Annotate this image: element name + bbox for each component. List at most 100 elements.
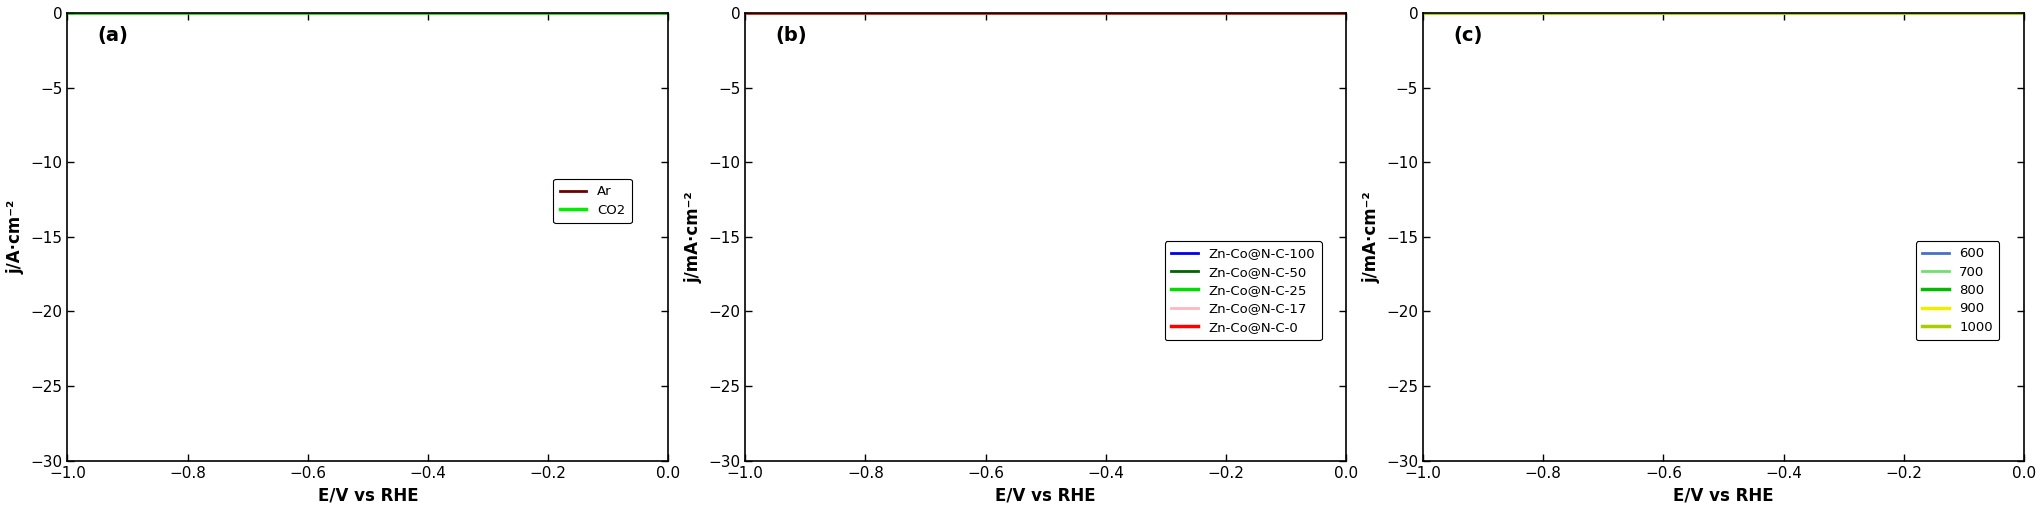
CO2 bbox=[349, 10, 374, 16]
Ar bbox=[642, 10, 666, 16]
CO2 bbox=[660, 10, 684, 16]
Zn-Co@N-C-0 bbox=[1011, 10, 1036, 16]
700 bbox=[1688, 10, 1712, 16]
1000 bbox=[1688, 10, 1712, 16]
Zn-Co@N-C-50 bbox=[764, 10, 789, 16]
900 bbox=[2014, 10, 2039, 16]
900 bbox=[1996, 10, 2021, 16]
Zn-Co@N-C-17 bbox=[1028, 10, 1052, 16]
900 bbox=[1704, 10, 1728, 16]
Zn-Co@N-C-100 bbox=[733, 10, 758, 16]
Zn-Co@N-C-0 bbox=[1320, 10, 1344, 16]
Zn-Co@N-C-50 bbox=[733, 10, 758, 16]
600 bbox=[1688, 10, 1712, 16]
800 bbox=[1442, 10, 1467, 16]
Zn-Co@N-C-50 bbox=[1028, 10, 1052, 16]
900 bbox=[1442, 10, 1467, 16]
Legend: Ar, CO2: Ar, CO2 bbox=[554, 179, 631, 223]
X-axis label: E/V vs RHE: E/V vs RHE bbox=[317, 486, 419, 504]
1000 bbox=[1412, 10, 1436, 16]
Zn-Co@N-C-100 bbox=[1320, 10, 1344, 16]
Legend: 600, 700, 800, 900, 1000: 600, 700, 800, 900, 1000 bbox=[1916, 241, 2000, 340]
Ar bbox=[642, 10, 666, 16]
1000 bbox=[2014, 10, 2039, 16]
Zn-Co@N-C-25 bbox=[1011, 10, 1036, 16]
900 bbox=[1998, 10, 2023, 16]
Zn-Co@N-C-100 bbox=[1209, 10, 1234, 16]
Ar bbox=[86, 10, 110, 16]
700 bbox=[1998, 10, 2023, 16]
800 bbox=[1704, 10, 1728, 16]
700 bbox=[1704, 10, 1728, 16]
Ar bbox=[660, 10, 684, 16]
Zn-Co@N-C-0 bbox=[1320, 10, 1344, 16]
800 bbox=[1996, 10, 2021, 16]
Legend: Zn-Co@N-C-100, Zn-Co@N-C-50, Zn-Co@N-C-25, Zn-Co@N-C-17, Zn-Co@N-C-0: Zn-Co@N-C-100, Zn-Co@N-C-50, Zn-Co@N-C-2… bbox=[1165, 241, 1322, 340]
600 bbox=[1886, 10, 1910, 16]
Zn-Co@N-C-50 bbox=[1209, 10, 1234, 16]
600 bbox=[1442, 10, 1467, 16]
Zn-Co@N-C-17 bbox=[1209, 10, 1234, 16]
Zn-Co@N-C-100 bbox=[1336, 10, 1361, 16]
Zn-Co@N-C-25 bbox=[1028, 10, 1052, 16]
Zn-Co@N-C-25 bbox=[1320, 10, 1344, 16]
Zn-Co@N-C-100 bbox=[1011, 10, 1036, 16]
900 bbox=[1886, 10, 1910, 16]
X-axis label: E/V vs RHE: E/V vs RHE bbox=[1673, 486, 1773, 504]
Zn-Co@N-C-100 bbox=[1028, 10, 1052, 16]
Zn-Co@N-C-50 bbox=[1336, 10, 1361, 16]
700 bbox=[2014, 10, 2039, 16]
Zn-Co@N-C-0 bbox=[733, 10, 758, 16]
Zn-Co@N-C-0 bbox=[1336, 10, 1361, 16]
700 bbox=[1442, 10, 1467, 16]
Zn-Co@N-C-0 bbox=[764, 10, 789, 16]
Ar bbox=[55, 10, 80, 16]
Y-axis label: j/mA·cm⁻²: j/mA·cm⁻² bbox=[684, 191, 703, 283]
Zn-Co@N-C-17 bbox=[764, 10, 789, 16]
CO2 bbox=[642, 10, 666, 16]
Text: (a): (a) bbox=[98, 27, 129, 45]
1000 bbox=[1998, 10, 2023, 16]
Zn-Co@N-C-17 bbox=[733, 10, 758, 16]
700 bbox=[1886, 10, 1910, 16]
800 bbox=[2014, 10, 2039, 16]
Zn-Co@N-C-50 bbox=[1011, 10, 1036, 16]
Ar bbox=[531, 10, 556, 16]
700 bbox=[1996, 10, 2021, 16]
600 bbox=[2014, 10, 2039, 16]
Ar bbox=[349, 10, 374, 16]
800 bbox=[1688, 10, 1712, 16]
CO2 bbox=[86, 10, 110, 16]
600 bbox=[1412, 10, 1436, 16]
Ar bbox=[333, 10, 358, 16]
900 bbox=[1688, 10, 1712, 16]
1000 bbox=[1886, 10, 1910, 16]
Zn-Co@N-C-17 bbox=[1320, 10, 1344, 16]
1000 bbox=[1996, 10, 2021, 16]
CO2 bbox=[55, 10, 80, 16]
Zn-Co@N-C-17 bbox=[1336, 10, 1361, 16]
Text: (b): (b) bbox=[774, 27, 807, 45]
800 bbox=[1412, 10, 1436, 16]
Y-axis label: j/mA·cm⁻²: j/mA·cm⁻² bbox=[1363, 191, 1381, 283]
Zn-Co@N-C-100 bbox=[1320, 10, 1344, 16]
800 bbox=[1998, 10, 2023, 16]
Text: (c): (c) bbox=[1453, 27, 1483, 45]
CO2 bbox=[531, 10, 556, 16]
Y-axis label: j/A·cm⁻²: j/A·cm⁻² bbox=[6, 200, 25, 274]
Zn-Co@N-C-25 bbox=[1209, 10, 1234, 16]
Zn-Co@N-C-100 bbox=[764, 10, 789, 16]
1000 bbox=[1442, 10, 1467, 16]
Zn-Co@N-C-25 bbox=[764, 10, 789, 16]
Zn-Co@N-C-17 bbox=[1011, 10, 1036, 16]
900 bbox=[1412, 10, 1436, 16]
Zn-Co@N-C-50 bbox=[1320, 10, 1344, 16]
800 bbox=[1886, 10, 1910, 16]
Zn-Co@N-C-0 bbox=[1209, 10, 1234, 16]
CO2 bbox=[333, 10, 358, 16]
Zn-Co@N-C-25 bbox=[1320, 10, 1344, 16]
CO2 bbox=[642, 10, 666, 16]
600 bbox=[1996, 10, 2021, 16]
1000 bbox=[1704, 10, 1728, 16]
Zn-Co@N-C-25 bbox=[1336, 10, 1361, 16]
